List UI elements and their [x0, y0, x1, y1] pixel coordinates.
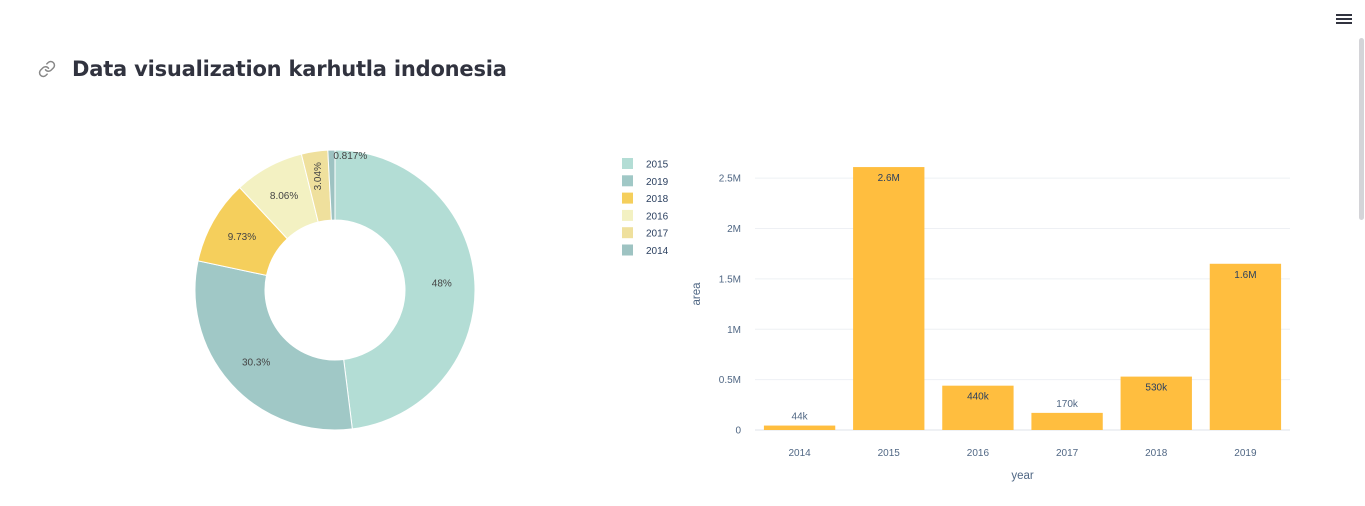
legend-label: 2014 [646, 246, 669, 257]
legend-label: 2015 [646, 160, 669, 171]
donut-label-2016: 8.06% [270, 191, 298, 202]
y-tick-label: 1M [727, 325, 741, 336]
legend-item-2017[interactable]: 2017 [622, 227, 669, 240]
y-tick-label: 0 [735, 426, 741, 437]
legend-swatch [622, 158, 633, 169]
bar-2017[interactable] [1031, 412, 1103, 430]
x-tick-label: 2016 [967, 448, 990, 459]
y-tick-label: 0.5M [719, 375, 741, 386]
bar-chart: 44k 2.6M 440k 170k 530k 1.6M 0 0.5M 1M 1.5M 2M 2.5… [691, 167, 1290, 482]
page-scrollbar[interactable] [1359, 38, 1364, 220]
bar-data-label: 170k [1056, 399, 1079, 410]
x-tick-label: 2019 [1234, 448, 1257, 459]
bar-axes: 0 0.5M 1M 1.5M 2M 2.5M 2014 2015 2016 2017 2018 201… [691, 174, 1257, 482]
legend-swatch [622, 209, 633, 221]
y-tick-label: 1.5M [719, 274, 741, 285]
y-tick-label: 2M [727, 224, 741, 235]
donut-slice-2014[interactable] [327, 149, 336, 221]
legend-item-2014[interactable]: 2014 [622, 244, 669, 258]
legend-swatch [622, 227, 633, 239]
hamburger-menu-icon [1336, 14, 1352, 24]
bar-data-label: 2.6M [878, 173, 900, 184]
donut-slice-2015[interactable] [334, 149, 476, 430]
x-tick-label: 2018 [1145, 448, 1168, 459]
bar-2019[interactable] [1209, 263, 1282, 430]
bar-2018[interactable] [1120, 376, 1192, 430]
donut-labels: 48% 30.3% 9.73% 8.06% 3.04% 0.817% [228, 151, 452, 368]
legend-item-2019[interactable]: 2019 [622, 175, 669, 188]
bar-data-label: 1.6M [1234, 270, 1256, 281]
legend-swatch [622, 192, 633, 204]
main-menu-button[interactable] [1333, 10, 1355, 28]
donut-label-2017: 3.04% [313, 162, 324, 190]
donut-chart: 48%30.3%9.73%8.06%3.04%0.817% 2015201920… [194, 149, 669, 431]
x-tick-label: 2017 [1056, 448, 1079, 459]
donut-label-2019: 30.3% [242, 357, 270, 368]
donut-label-2015: 48% [432, 278, 452, 289]
donut-slice-2019[interactable] [194, 260, 353, 431]
bar-2014[interactable] [763, 425, 836, 430]
bar-2016[interactable] [942, 385, 1014, 430]
donut-slices [194, 149, 476, 431]
bar-2015[interactable] [853, 167, 925, 431]
bar-data-label: 530k [1145, 383, 1168, 394]
legend-item-2016[interactable]: 2016 [622, 209, 669, 223]
y-tick-label: 2.5M [719, 174, 741, 185]
donut-legend: 2015 2019 2018 2016 2017 2014 [622, 158, 669, 257]
legend-swatch [622, 175, 633, 187]
x-axis-title: year [1011, 470, 1034, 482]
legend-item-2015[interactable]: 2015 [622, 158, 669, 171]
donut-label-2018: 9.73% [228, 232, 256, 243]
y-axis-title: area [691, 282, 703, 306]
legend-label: 2016 [646, 211, 669, 222]
bar-grid [755, 177, 1290, 431]
legend-label: 2018 [646, 194, 669, 205]
page-title: Data visualization karhutla indonesia [72, 57, 507, 81]
legend-label: 2019 [646, 177, 669, 188]
title-row: Data visualization karhutla indonesia [38, 52, 507, 86]
donut-label-2014: 0.817% [333, 151, 367, 162]
bar-data-label: 44k [792, 412, 809, 423]
legend-swatch [622, 244, 633, 256]
x-tick-label: 2014 [788, 448, 811, 459]
bar-data-label: 440k [967, 392, 990, 403]
link-icon[interactable] [38, 60, 56, 78]
legend-label: 2017 [646, 229, 669, 240]
x-tick-label: 2015 [878, 448, 901, 459]
bar-marks: 44k 2.6M 440k 170k 530k 1.6M [763, 167, 1282, 431]
legend-item-2018[interactable]: 2018 [622, 192, 669, 206]
